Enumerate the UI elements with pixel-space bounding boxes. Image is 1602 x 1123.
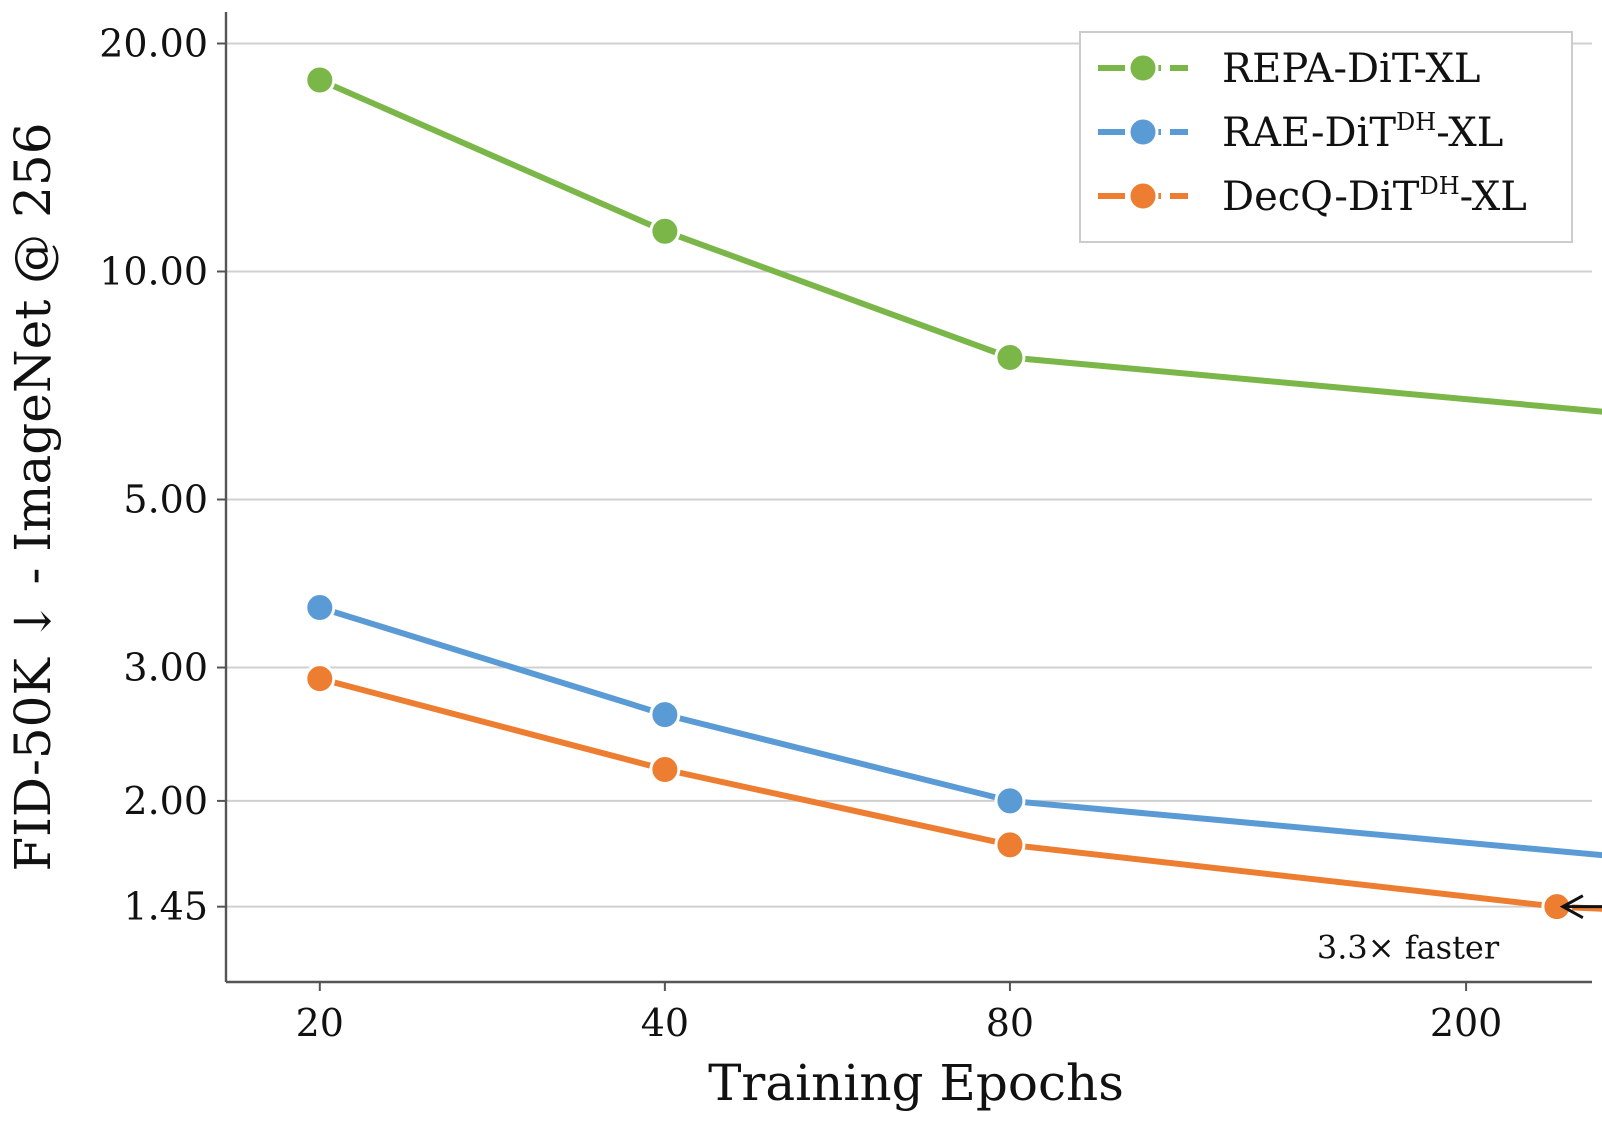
data-point: [649, 754, 681, 786]
axes: [224, 12, 1592, 984]
series-line: [316, 77, 1602, 415]
legend-marker: [1127, 116, 1159, 148]
legend-label: DecQ-DiTDH-XL: [1222, 172, 1527, 220]
legend-marker: [1127, 180, 1159, 212]
series-group: [304, 663, 1602, 923]
series-group: [304, 592, 1602, 859]
y-tick-label: 5.00: [123, 478, 208, 522]
x-tick-label: 200: [1430, 1001, 1503, 1045]
annotation-label: 3.3× faster: [1317, 929, 1500, 967]
y-tick-label: 10.00: [99, 250, 208, 294]
x-tick-label: 20: [296, 1001, 344, 1045]
data-point: [649, 215, 681, 247]
data-point: [304, 592, 336, 624]
x-tick-label: 40: [641, 1001, 689, 1045]
x-tick-label: 80: [986, 1001, 1034, 1045]
data-point: [994, 785, 1026, 817]
data-point: [994, 341, 1026, 373]
y-tick-label: 20.00: [99, 22, 208, 66]
legend-frame: [1079, 31, 1573, 243]
x-axis-title: Training Epochs: [708, 1054, 1124, 1112]
data-point: [649, 699, 681, 731]
series-line: [316, 604, 1602, 859]
y-tick-label: 2.00: [123, 779, 208, 823]
legend-marker: [1127, 52, 1159, 84]
y-axis-title: FID-50K ↓ - ImageNet @ 256: [4, 122, 62, 871]
y-tick-label: 1.45: [123, 885, 208, 929]
legend: REPA-DiT-XL RAE-DiTDH-XL DecQ-DiTDH-XL: [1079, 31, 1573, 243]
series: [304, 64, 1602, 923]
ticks: 20.0010.005.003.002.001.4520408020040080…: [99, 22, 1503, 1046]
arrow-head-left: [1559, 894, 1584, 919]
legend-label: REPA-DiT-XL: [1222, 46, 1480, 92]
data-point: [304, 64, 336, 96]
y-tick-label: 3.00: [123, 646, 208, 690]
annotations: 3.3× faster: [1317, 894, 1602, 967]
data-point: [994, 829, 1026, 861]
series-line: [316, 675, 1602, 912]
series-group: [304, 64, 1602, 415]
legend-label: RAE-DiTDH-XL: [1222, 108, 1503, 156]
data-point: [304, 663, 336, 695]
